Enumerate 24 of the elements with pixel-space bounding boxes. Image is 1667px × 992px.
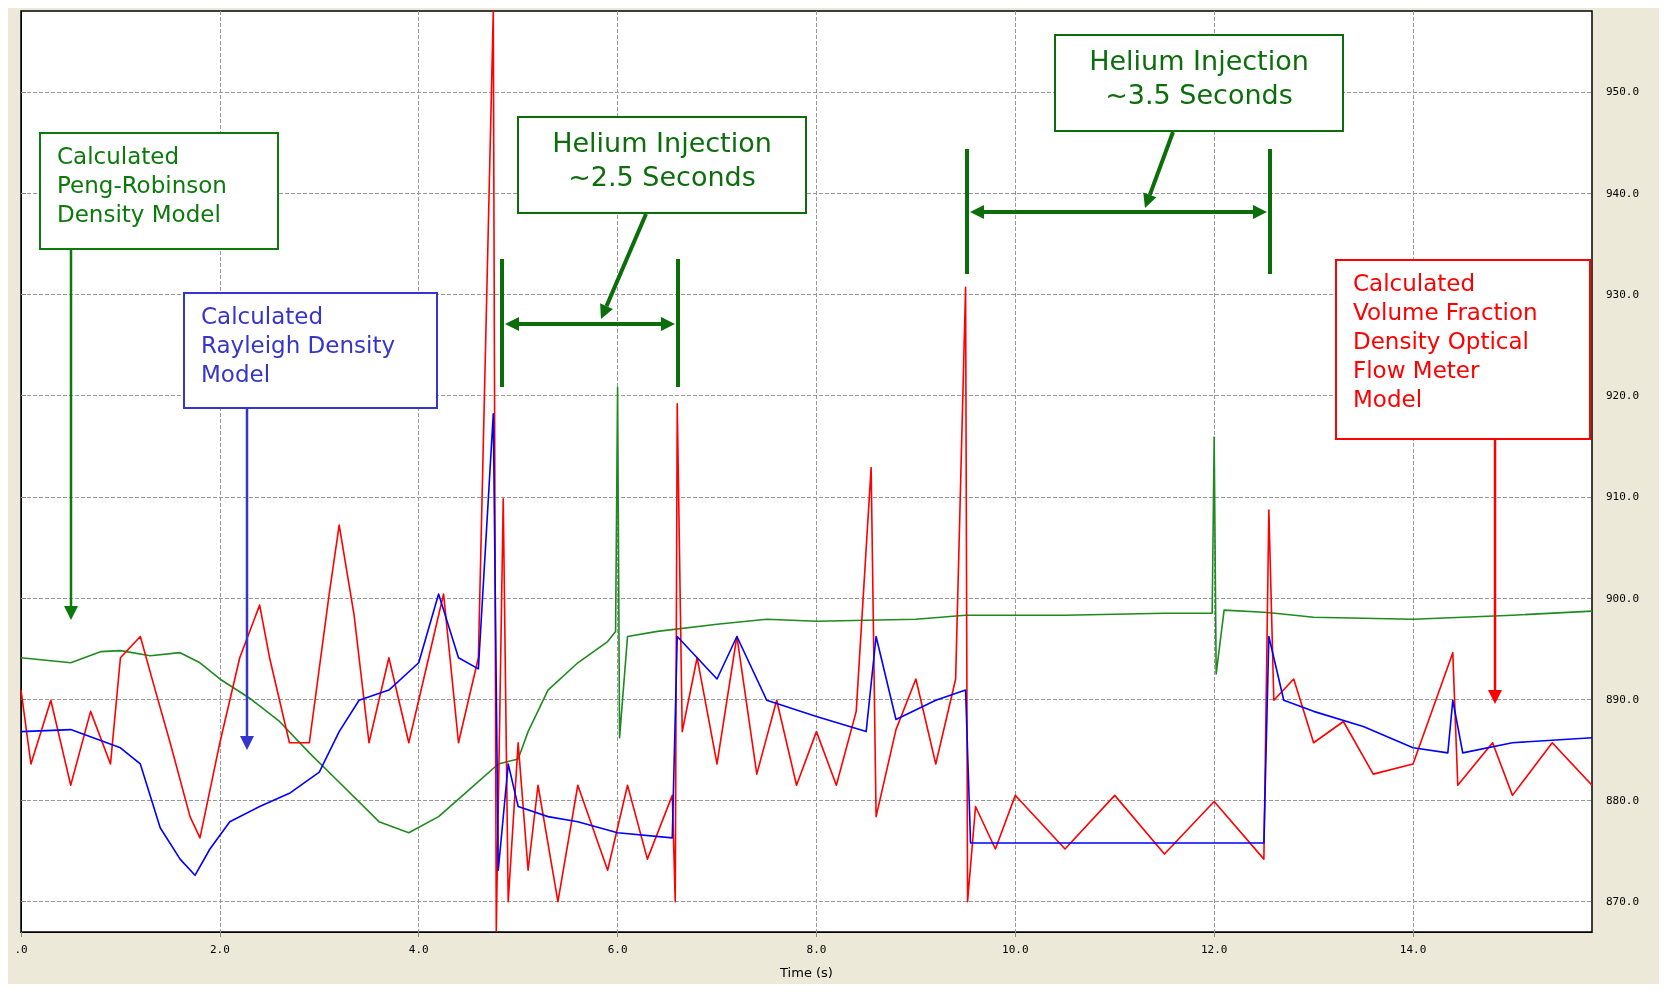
x-tick-label: 6.0 [607,943,628,956]
annotation: Helium Injection ~2.5 Seconds [517,116,807,214]
y-tick-label: 930.0 [1606,287,1640,301]
x-tick-label: 4.0 [408,943,429,956]
x-tick-label: 12.0 [1200,943,1228,956]
x-axis-title: Time (s) [779,965,833,980]
y-tick-label: 900.0 [1606,591,1640,605]
y-tick-label: 890.0 [1606,692,1640,706]
annotation: Calculated Volume Fraction Density Optical Flow Meter Model [1335,259,1591,440]
annotation: Calculated Peng-Robinson Density Model [39,132,279,250]
y-tick-label: 940.0 [1606,186,1640,200]
line-series [20,10,1593,932]
x-tick-label: 10.0 [1002,943,1029,956]
x-tick-label: 8.0 [806,943,827,956]
x-tick-label: 2.0 [209,943,230,956]
y-tick-label: 870.0 [1606,895,1640,909]
x-tick-label: 14.0 [1399,943,1427,956]
y-tick-label: 950.0 [1606,85,1640,99]
annotation: Calculated Rayleigh Density Model [183,292,438,409]
x-tick-label: .0 [14,943,28,956]
annotation: Helium Injection ~3.5 Seconds [1054,34,1344,132]
y-tick-label: 880.0 [1606,793,1640,807]
y-tick-label: 920.0 [1606,389,1640,403]
y-tick-label: 910.0 [1606,490,1640,504]
